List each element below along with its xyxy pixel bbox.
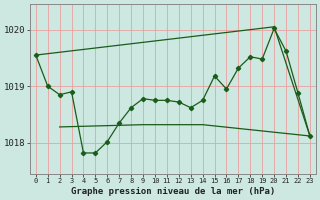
X-axis label: Graphe pression niveau de la mer (hPa): Graphe pression niveau de la mer (hPa): [71, 187, 275, 196]
